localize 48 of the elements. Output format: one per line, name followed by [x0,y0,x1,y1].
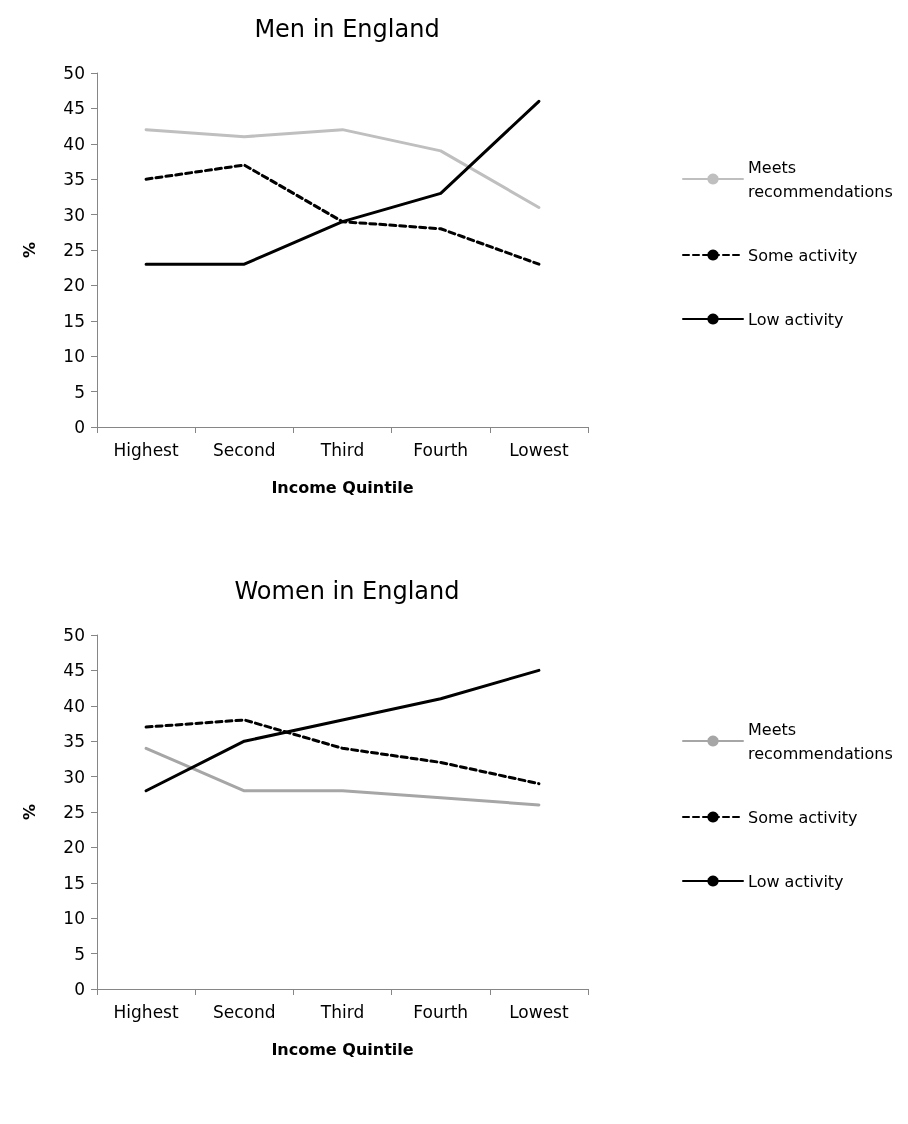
y-tick-label: 35 [63,169,85,190]
y-tick-label: 15 [63,310,85,331]
line-series [144,746,541,807]
y-tick-label: 20 [63,275,85,296]
x-tick-label: Third [319,1001,365,1022]
y-tick-label: 40 [63,133,85,154]
y-tick-label: 50 [63,63,85,83]
y-tick-label: 10 [63,346,85,367]
x-tick-label: Fourth [413,439,469,460]
line-series [144,99,541,266]
y-tick-label: 30 [63,204,85,225]
x-tick-label: Second [213,1001,276,1022]
y-tick-label: 45 [63,660,85,681]
chart-title: Women in England [234,577,460,605]
y-tick-label: 5 [74,381,85,402]
x-tick-label: Second [213,439,276,460]
legend-label: Meets recommendations [748,157,893,201]
legend-label: Some activity [748,245,858,265]
x-tick-label: Third [319,439,365,460]
y-tick-label: 25 [63,802,85,822]
x-tick-label: Fourth [413,1001,469,1022]
y-tick-label: 10 [63,908,85,929]
x-axis-title: Income Quintile [271,477,414,497]
chart-title: Men in England [254,15,440,43]
y-tick-label: 0 [74,979,85,999]
x-tick-label: Lowest [509,439,569,460]
y-tick-label: 5 [74,943,85,964]
y-tick-label: 25 [63,240,85,260]
y-axis-title: % [19,803,39,821]
y-tick-label: 50 [63,625,85,645]
line-series [144,668,541,793]
y-axis-title: % [19,241,39,259]
legend-label: Meets recommendations [748,719,893,763]
y-tick-label: 40 [63,695,85,716]
y-tick-label: 30 [63,766,85,787]
y-tick-label: 45 [63,98,85,119]
y-tick-label: 35 [63,731,85,752]
x-tick-label: Highest [113,439,179,460]
legend-label: Some activity [748,807,858,827]
x-tick-label: Highest [113,1001,179,1022]
y-tick-label: 15 [63,872,85,893]
y-tick-label: 0 [74,417,85,437]
legend-label: Low activity [748,871,844,891]
x-tick-label: Lowest [509,1001,569,1022]
line-series [144,128,541,210]
x-axis-title: Income Quintile [271,1039,414,1059]
y-tick-label: 20 [63,837,85,858]
legend-label: Low activity [748,309,844,329]
